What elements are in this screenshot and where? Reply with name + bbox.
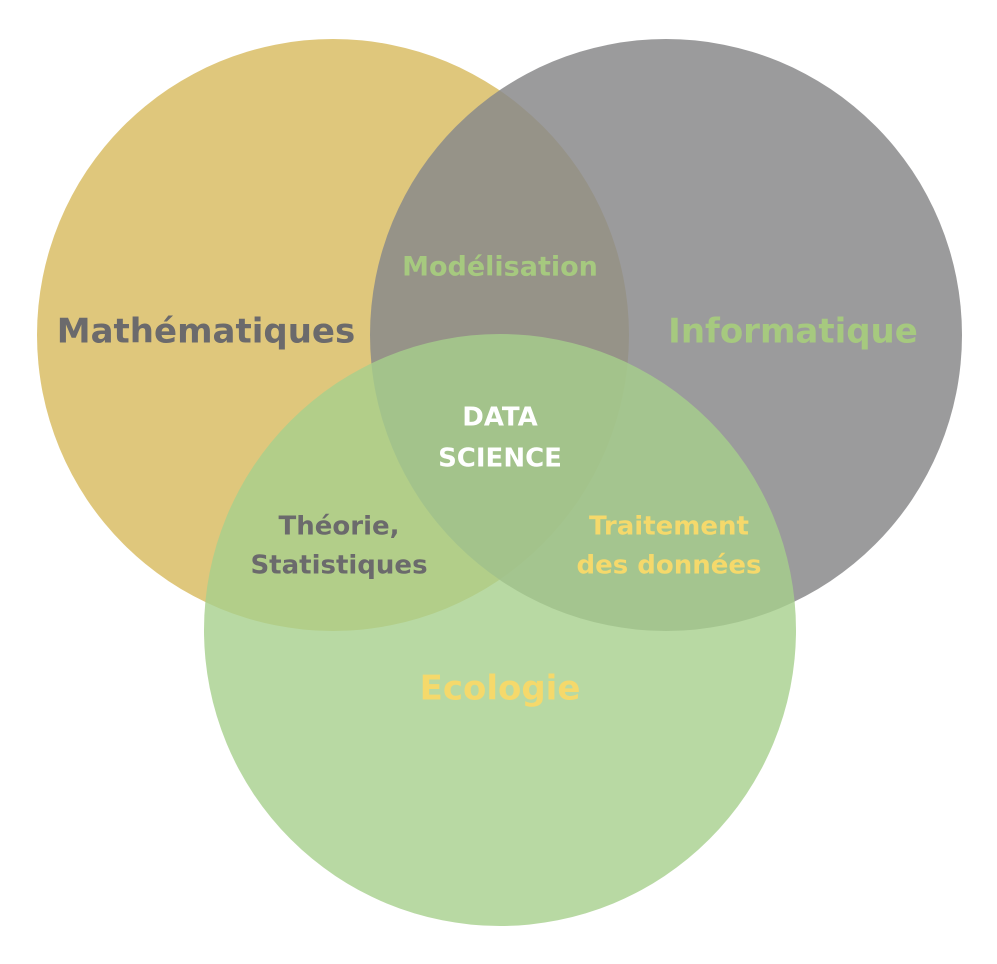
label-science: SCIENCE <box>438 444 562 474</box>
label-theorie: Théorie, <box>279 512 400 542</box>
label-ecologie: Ecologie <box>420 669 581 709</box>
label-mathematiques: Mathématiques <box>57 312 355 352</box>
label-informatique: Informatique <box>668 312 918 352</box>
circle-ecologie <box>204 334 796 926</box>
label-modelisation: Modélisation <box>402 252 598 283</box>
label-des-donnees: des données <box>576 551 761 581</box>
label-data: DATA <box>462 403 538 433</box>
label-statistiques: Statistiques <box>250 551 427 581</box>
label-traitement: Traitement <box>589 512 749 542</box>
